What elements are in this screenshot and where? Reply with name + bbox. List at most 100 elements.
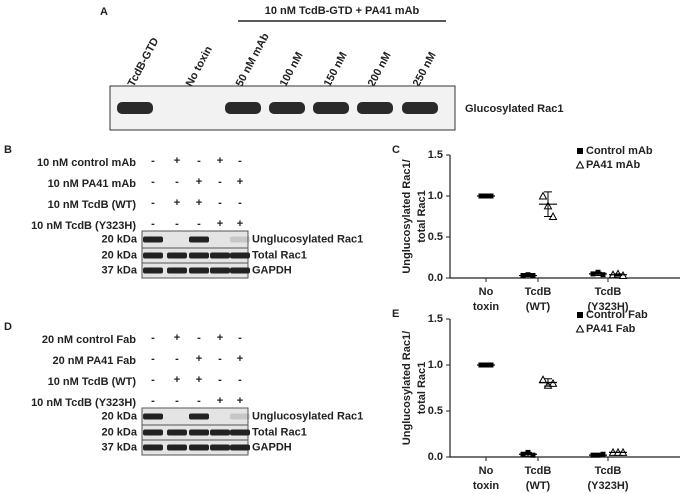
y-axis-label: total Rac1 bbox=[416, 362, 428, 415]
band bbox=[143, 252, 163, 259]
sign: + bbox=[237, 395, 243, 407]
band bbox=[225, 102, 261, 114]
band bbox=[143, 429, 163, 436]
condition-label: 10 nM TcdB (Y323H) bbox=[31, 220, 136, 232]
band bbox=[167, 252, 187, 259]
panel-letter: B bbox=[4, 144, 12, 156]
sign: - bbox=[197, 218, 201, 230]
y-axis-label: Unglucosylated Rac1/ bbox=[401, 331, 413, 445]
sign: - bbox=[175, 218, 179, 230]
y-tick-label: 1.0 bbox=[428, 190, 443, 202]
point bbox=[538, 191, 548, 200]
sign: - bbox=[151, 353, 155, 365]
sign: - bbox=[218, 374, 222, 386]
band bbox=[230, 236, 250, 243]
sign: + bbox=[174, 197, 180, 209]
size-marker: 20 kDa bbox=[102, 249, 138, 261]
sign: + bbox=[174, 332, 180, 344]
x-tick-label: TcdB bbox=[525, 465, 552, 477]
sign: - bbox=[218, 176, 222, 188]
band bbox=[189, 429, 209, 436]
sign: - bbox=[151, 374, 155, 386]
legend-label: Control mAb bbox=[586, 145, 653, 157]
band bbox=[189, 267, 209, 274]
y-tick-label: 0.0 bbox=[428, 272, 443, 284]
band-label: Glucosylated Rac1 bbox=[465, 103, 563, 115]
error-bar bbox=[614, 273, 622, 277]
x-tick-label: (WT) bbox=[526, 480, 551, 492]
x-tick-label: (Y323H) bbox=[588, 301, 629, 313]
point bbox=[600, 451, 606, 457]
band bbox=[167, 429, 187, 436]
lane-label: 100 nM bbox=[278, 50, 306, 89]
lane-label: No toxin bbox=[184, 44, 215, 89]
legend-label: PA41 Fab bbox=[586, 323, 636, 335]
y-tick-label: 0.0 bbox=[428, 451, 443, 463]
legend-marker bbox=[575, 160, 585, 169]
blot-label: GAPDH bbox=[252, 264, 292, 276]
point bbox=[548, 378, 558, 387]
band bbox=[167, 444, 187, 451]
sign: - bbox=[151, 176, 155, 188]
band bbox=[313, 102, 349, 114]
sign: - bbox=[238, 374, 242, 386]
y-axis-label: total Rac1 bbox=[416, 190, 428, 243]
sign: - bbox=[197, 395, 201, 407]
x-tick-label: (Y323H) bbox=[588, 480, 629, 492]
band bbox=[357, 102, 393, 114]
sign: - bbox=[238, 155, 242, 167]
sign: + bbox=[196, 197, 202, 209]
point bbox=[538, 375, 548, 384]
blot-label: GAPDH bbox=[252, 441, 292, 453]
sign: + bbox=[237, 176, 243, 188]
lane-label: TcdB-GTD bbox=[126, 36, 162, 89]
sign: + bbox=[174, 155, 180, 167]
legend-marker bbox=[577, 148, 583, 154]
sign: - bbox=[218, 197, 222, 209]
band bbox=[143, 444, 163, 451]
x-tick-label: TcdB bbox=[595, 286, 622, 298]
lane-label: 250 nM bbox=[411, 50, 439, 89]
x-tick-label: TcdB bbox=[595, 465, 622, 477]
size-marker: 37 kDa bbox=[102, 264, 138, 276]
legend-marker bbox=[575, 324, 585, 333]
sign: + bbox=[196, 353, 202, 365]
band bbox=[230, 429, 250, 436]
condition-label: 10 nM TcdB (Y323H) bbox=[31, 397, 136, 409]
error-bar bbox=[524, 274, 532, 277]
sign: + bbox=[237, 218, 243, 230]
blot-header: 10 nM TcdB-GTD + PA41 mAb bbox=[265, 5, 420, 17]
x-tick-label: TcdB bbox=[525, 286, 552, 298]
condition-label: 20 nM control Fab bbox=[42, 334, 136, 346]
error-bar bbox=[524, 451, 532, 457]
y-tick-label: 0.5 bbox=[428, 231, 443, 243]
sign: - bbox=[175, 176, 179, 188]
x-tick-label: toxin bbox=[473, 480, 500, 492]
band bbox=[402, 102, 438, 114]
legend-label: Control Fab bbox=[586, 309, 648, 321]
sign: - bbox=[175, 395, 179, 407]
band bbox=[189, 236, 209, 243]
band bbox=[210, 429, 230, 436]
band bbox=[230, 413, 250, 420]
sign: + bbox=[217, 395, 223, 407]
error-bar bbox=[544, 191, 552, 217]
band bbox=[189, 413, 209, 420]
band bbox=[210, 444, 230, 451]
panel-letter: E bbox=[392, 308, 399, 320]
band bbox=[189, 252, 209, 259]
y-tick-label: 0.5 bbox=[428, 405, 443, 417]
condition-label: 10 nM PA41 mAb bbox=[48, 178, 137, 190]
sign: - bbox=[175, 353, 179, 365]
band bbox=[143, 236, 163, 243]
error-bar bbox=[594, 271, 602, 277]
sign: + bbox=[217, 155, 223, 167]
band bbox=[269, 102, 305, 114]
band bbox=[230, 252, 250, 259]
lane-label: 200 nM bbox=[366, 50, 394, 89]
error-bar bbox=[594, 453, 602, 457]
sign: - bbox=[238, 332, 242, 344]
sign: + bbox=[196, 374, 202, 386]
blot-label: Total Rac1 bbox=[252, 249, 307, 261]
